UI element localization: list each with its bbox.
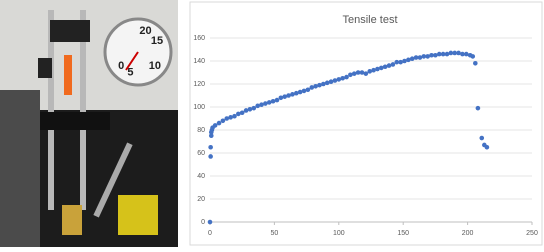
y-tick-label: 80 — [197, 127, 205, 134]
point — [271, 99, 276, 104]
point — [391, 62, 396, 67]
point — [213, 123, 218, 128]
y-tick-label: 0 — [201, 219, 205, 226]
chart-title: Tensile test — [342, 14, 397, 26]
x-tick-label: 0 — [208, 230, 212, 237]
y-tick-label: 20 — [197, 196, 205, 203]
point — [333, 78, 338, 83]
point — [248, 107, 253, 112]
point — [221, 119, 226, 124]
point — [329, 79, 334, 84]
point — [282, 94, 287, 99]
point — [236, 112, 241, 117]
point — [367, 69, 372, 74]
point — [344, 75, 349, 80]
gauge-label: 15 — [151, 35, 163, 47]
point — [275, 98, 280, 103]
point — [398, 60, 403, 65]
gauge-label: 20 — [139, 25, 151, 37]
point — [479, 136, 484, 141]
y-tick-label: 40 — [197, 173, 205, 180]
point — [425, 54, 430, 59]
point — [208, 154, 213, 159]
specimen — [64, 55, 72, 95]
point — [279, 96, 284, 101]
y-tick-label: 120 — [193, 81, 205, 88]
gauge-label: 10 — [149, 60, 161, 72]
point — [383, 64, 388, 69]
point — [340, 76, 345, 81]
side — [0, 90, 40, 247]
sensor — [38, 58, 52, 78]
point — [387, 63, 392, 68]
point — [317, 83, 322, 88]
y-tick-label: 100 — [193, 104, 205, 111]
point — [360, 70, 365, 75]
point — [352, 71, 357, 76]
point — [251, 106, 256, 111]
point — [325, 81, 330, 86]
clamp — [62, 205, 82, 235]
x-tick-label: 50 — [271, 230, 279, 237]
x-tick-label: 200 — [462, 230, 474, 237]
gauge-label: 0 — [118, 60, 124, 72]
point — [375, 67, 380, 72]
y-tick-label: 60 — [197, 150, 205, 157]
point — [379, 66, 384, 71]
point — [263, 101, 268, 106]
point — [418, 55, 423, 60]
point — [313, 84, 318, 89]
crosshead — [50, 20, 90, 42]
point — [476, 106, 481, 111]
point — [410, 56, 415, 61]
gauge-label: 5 — [127, 67, 133, 79]
point — [364, 71, 369, 76]
point — [244, 108, 249, 113]
point — [309, 85, 314, 90]
point — [259, 102, 264, 107]
point — [306, 87, 311, 92]
point — [371, 68, 376, 73]
y-tick-label: 140 — [193, 58, 205, 65]
point — [286, 93, 291, 98]
label-plate — [40, 112, 110, 130]
point — [208, 220, 213, 225]
point — [255, 104, 260, 109]
point — [232, 114, 237, 119]
y-tick-label: 160 — [193, 35, 205, 42]
point — [406, 58, 411, 63]
point — [464, 52, 469, 57]
point — [337, 77, 342, 82]
point — [321, 82, 326, 87]
point — [445, 52, 450, 57]
x-tick-label: 250 — [526, 230, 538, 237]
x-tick-label: 150 — [397, 230, 409, 237]
point — [433, 53, 438, 58]
point — [470, 54, 475, 59]
point — [402, 59, 407, 64]
point — [473, 61, 478, 66]
point — [224, 116, 229, 121]
x-tick-label: 100 — [333, 230, 345, 237]
box — [118, 195, 158, 235]
point — [302, 89, 307, 94]
point — [456, 51, 461, 56]
point — [217, 121, 222, 126]
point — [290, 92, 295, 97]
point — [208, 145, 213, 150]
point — [228, 115, 233, 120]
point — [294, 91, 299, 96]
point — [267, 100, 272, 105]
point — [298, 90, 303, 95]
page: Tensile test 051015200204060801001201401… — [0, 0, 544, 247]
point — [348, 73, 353, 78]
point — [240, 110, 245, 115]
point — [485, 145, 490, 150]
